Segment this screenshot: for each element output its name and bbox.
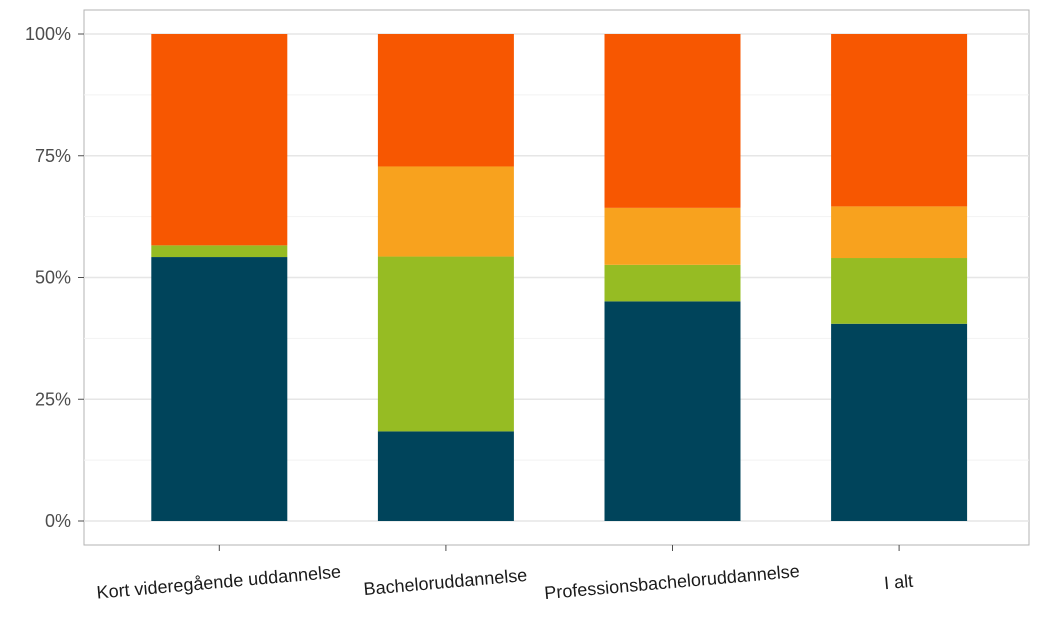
bar-segment [604, 34, 741, 208]
y-tick-label: 25% [35, 389, 71, 409]
bar-segment [151, 245, 288, 258]
bar-segment [831, 258, 968, 324]
bar-segment [831, 34, 968, 207]
y-tick-label: 50% [35, 268, 71, 288]
bar-segment [377, 166, 514, 257]
y-tick-label: 75% [35, 146, 71, 166]
bar-segment [151, 257, 288, 521]
x-axis-labels: Kort videregående uddannelse Bachelorudda… [96, 545, 914, 603]
y-tick-label: 100% [25, 24, 71, 44]
bar-segment [831, 323, 968, 521]
bar-segment [831, 206, 968, 259]
x-category-label: Kort videregående uddannelse [96, 561, 342, 602]
y-axis-ticks: 0% 25% 50% 75% 100% [25, 24, 84, 531]
bars [151, 34, 968, 521]
bar-segment [377, 256, 514, 432]
bar-segment [151, 34, 288, 246]
x-category-label: I alt [883, 571, 914, 593]
bar-segment [377, 34, 514, 167]
bar-segment [604, 264, 741, 302]
x-category-label: Bacheloruddannelse [363, 565, 528, 599]
bar-segment [377, 431, 514, 521]
bar-segment [604, 207, 741, 265]
bar-segment [604, 301, 741, 521]
x-category-label: Professionsbacheloruddannelse [543, 561, 800, 603]
y-tick-label: 0% [45, 511, 71, 531]
